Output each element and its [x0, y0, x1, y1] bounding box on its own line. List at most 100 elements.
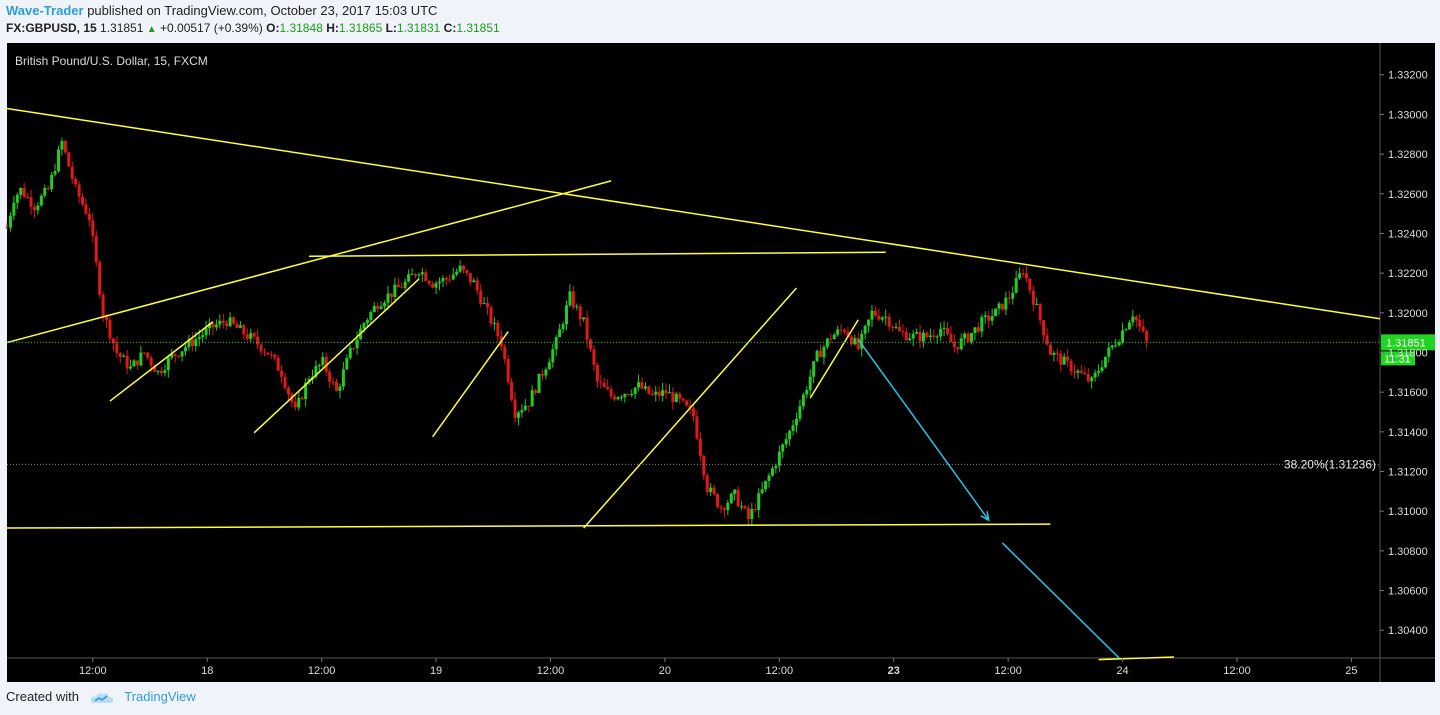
- candle-body: [468, 273, 472, 283]
- candle-body: [194, 339, 198, 347]
- projection-arrow[interactable]: [1001, 542, 1120, 659]
- trend-line[interactable]: [809, 319, 859, 399]
- x-tick-label: 25: [1345, 665, 1357, 677]
- candle-body: [1114, 345, 1118, 347]
- candle-body: [935, 336, 939, 338]
- candle-body: [365, 320, 369, 324]
- candle-body: [801, 394, 805, 407]
- trend-line[interactable]: [309, 251, 886, 258]
- candle-body: [722, 508, 726, 511]
- candle-body: [647, 386, 651, 394]
- candle-body: [32, 207, 36, 211]
- candle-body: [726, 502, 730, 511]
- candles-group: [5, 137, 1149, 526]
- candle-body: [297, 397, 301, 408]
- price-axis[interactable]: [1380, 43, 1435, 658]
- candle-body: [1097, 370, 1101, 373]
- candle-body: [884, 316, 888, 318]
- tradingview-link[interactable]: TradingView: [124, 689, 196, 704]
- tradingview-cloud-icon[interactable]: [89, 691, 115, 705]
- candle-body: [63, 140, 67, 153]
- candle-body: [1124, 329, 1128, 331]
- candle-body: [1011, 292, 1015, 299]
- candle-body: [784, 439, 788, 445]
- candle-body: [345, 358, 349, 370]
- candle-body: [321, 356, 325, 365]
- candle-body: [918, 332, 922, 342]
- time-axis[interactable]: [7, 658, 1435, 682]
- trend-line[interactable]: [1098, 656, 1175, 661]
- candle-body: [300, 397, 304, 400]
- candle-body: [626, 394, 630, 396]
- candle-body: [1138, 320, 1142, 327]
- candle-body: [1042, 320, 1046, 336]
- trend-line[interactable]: [6, 107, 1381, 320]
- candle-body: [702, 456, 706, 476]
- countdown-badge: [1381, 351, 1415, 366]
- candle-body: [534, 390, 538, 393]
- trend-line[interactable]: [6, 523, 1051, 529]
- candle-body: [132, 360, 136, 367]
- candle-body: [571, 291, 575, 308]
- candle-body: [674, 393, 678, 402]
- y-tick-label: 1.32400: [1388, 228, 1428, 240]
- candle-body: [1117, 342, 1121, 346]
- candle-body: [616, 397, 620, 400]
- candle-body: [599, 381, 603, 383]
- trend-line[interactable]: [583, 287, 798, 529]
- candle-body: [74, 178, 78, 185]
- last-price-badge: [1381, 334, 1435, 351]
- candle-body: [46, 187, 50, 190]
- candle-body: [60, 140, 64, 150]
- trend-line[interactable]: [109, 321, 214, 402]
- y-tick-label: 1.33000: [1388, 109, 1428, 121]
- candle-body: [712, 487, 716, 495]
- candle-body: [805, 390, 809, 395]
- close-label: C:: [443, 21, 457, 35]
- candle-body: [970, 333, 974, 342]
- candle-body: [956, 347, 960, 350]
- candle-body: [582, 317, 586, 320]
- candle-body: [966, 333, 970, 342]
- candle-body: [413, 273, 417, 276]
- trend-line[interactable]: [432, 331, 509, 438]
- plot-area[interactable]: [7, 43, 1380, 658]
- candle-body: [640, 382, 644, 389]
- candle-body: [880, 317, 884, 320]
- candle-body: [671, 392, 675, 402]
- candle-body: [29, 197, 33, 208]
- candle-body: [551, 349, 555, 363]
- candle-body: [777, 451, 781, 466]
- trend-line[interactable]: [6, 180, 612, 344]
- candle-body: [661, 390, 665, 396]
- x-tick-label: 18: [201, 665, 213, 677]
- projection-arrow[interactable]: [857, 339, 990, 521]
- candle-body: [204, 328, 208, 336]
- x-tick-label: 24: [1116, 665, 1128, 677]
- candle-body: [527, 405, 531, 407]
- candle-body: [637, 382, 641, 388]
- y-tick-label: 1.30600: [1388, 586, 1428, 598]
- candle-body: [1000, 303, 1004, 310]
- published-text: published on TradingView.com, October 23…: [87, 3, 438, 18]
- candle-body: [609, 389, 613, 397]
- trend-line[interactable]: [253, 278, 420, 434]
- candle-body: [568, 291, 572, 306]
- y-tick-label: 1.31600: [1388, 387, 1428, 399]
- candle-body: [496, 322, 500, 337]
- candle-body: [750, 509, 754, 520]
- candle-body: [1062, 356, 1066, 365]
- candle-body: [383, 302, 387, 307]
- candle-body: [942, 327, 946, 329]
- candle-body: [135, 360, 139, 366]
- candle-body: [101, 294, 105, 317]
- open-value: 1.31848: [279, 21, 323, 35]
- candle-body: [180, 351, 184, 357]
- open-label: O:: [266, 21, 280, 35]
- candle-body: [177, 355, 181, 357]
- author-link[interactable]: Wave-Trader: [6, 3, 84, 18]
- low-value: 1.31831: [396, 21, 441, 35]
- candle-body: [372, 305, 376, 312]
- candle-body: [520, 410, 524, 413]
